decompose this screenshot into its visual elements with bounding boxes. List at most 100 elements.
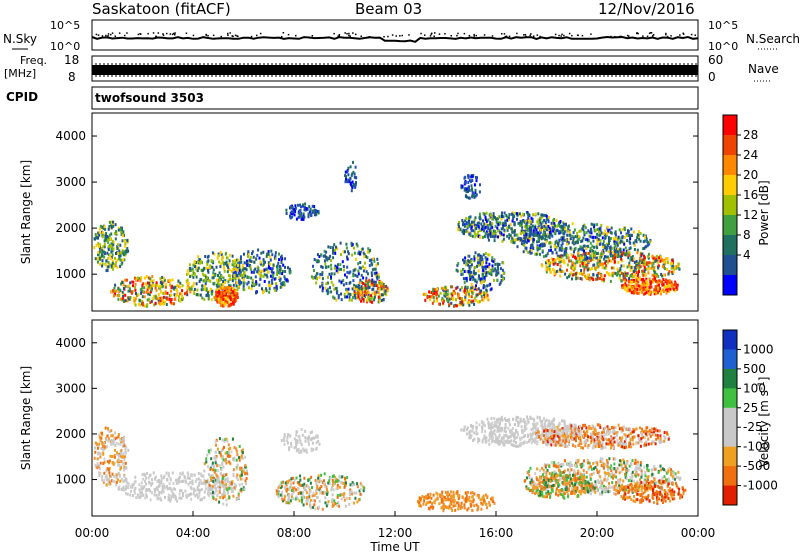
power-cell bbox=[592, 240, 594, 243]
power-cell bbox=[348, 252, 350, 255]
nsearch-dot bbox=[504, 33, 506, 35]
power-ylabel: Slant Range [km] bbox=[19, 160, 33, 264]
velocity-cell bbox=[162, 483, 164, 486]
power-cell bbox=[366, 299, 368, 302]
power-cell bbox=[138, 303, 140, 306]
power-cell bbox=[346, 295, 348, 298]
power-cell bbox=[117, 243, 119, 246]
power-cell bbox=[135, 283, 137, 286]
velocity-cell bbox=[226, 451, 228, 454]
power-cell bbox=[536, 253, 538, 256]
power-cell bbox=[602, 245, 604, 248]
velocity-cell bbox=[145, 477, 147, 480]
power-cell bbox=[488, 284, 490, 287]
power-cell bbox=[570, 260, 572, 263]
power-cell bbox=[485, 232, 487, 235]
velocity-cell bbox=[122, 455, 124, 458]
power-cell bbox=[578, 230, 580, 233]
power-cell bbox=[351, 299, 353, 302]
power-cell bbox=[554, 245, 556, 248]
power-cell bbox=[574, 229, 576, 232]
power-cell bbox=[660, 256, 662, 259]
power-cell bbox=[584, 252, 586, 255]
power-cell bbox=[219, 279, 221, 282]
velocity-cell bbox=[284, 435, 286, 438]
power-cell bbox=[371, 263, 373, 266]
power-cell bbox=[105, 264, 107, 267]
power-cell bbox=[653, 266, 655, 269]
power-cell bbox=[622, 251, 624, 254]
velocity-cell bbox=[139, 491, 141, 494]
power-cell bbox=[642, 270, 644, 273]
power-cell bbox=[272, 267, 274, 270]
power-cell bbox=[654, 288, 656, 291]
power-cell bbox=[355, 285, 357, 288]
velocity-cell bbox=[215, 490, 217, 493]
power-cell bbox=[576, 261, 578, 264]
power-cell bbox=[233, 274, 235, 277]
power-cell bbox=[652, 255, 654, 258]
power-cell bbox=[606, 247, 608, 250]
power-cell bbox=[465, 217, 467, 220]
power-cell bbox=[654, 271, 656, 274]
power-cell bbox=[189, 263, 191, 266]
nsearch-dot bbox=[350, 36, 352, 38]
power-cell bbox=[546, 227, 548, 230]
power-cell bbox=[358, 292, 360, 295]
power-cell bbox=[484, 235, 486, 238]
power-cell bbox=[201, 297, 203, 300]
power-cell bbox=[317, 259, 319, 262]
power-cell bbox=[492, 267, 494, 270]
power-cell bbox=[559, 261, 561, 264]
velocity-cell bbox=[135, 480, 137, 483]
velocity-cell bbox=[184, 490, 186, 493]
power-cell bbox=[526, 241, 528, 244]
velocity-cell bbox=[108, 471, 110, 474]
power-cell bbox=[547, 252, 549, 255]
power-cell bbox=[255, 275, 257, 278]
power-cell bbox=[153, 279, 155, 282]
power-cell bbox=[563, 259, 565, 262]
power-cell bbox=[122, 230, 124, 233]
power-cell bbox=[384, 292, 386, 295]
power-cell bbox=[101, 255, 103, 258]
velocity-cell bbox=[179, 472, 181, 475]
nsearch-dot bbox=[560, 35, 562, 37]
power-cell bbox=[352, 287, 354, 290]
nsearch-dot bbox=[621, 36, 623, 38]
velocity-cell bbox=[239, 459, 241, 462]
power-cell bbox=[362, 276, 364, 279]
power-cell bbox=[103, 251, 105, 254]
nsky-tick-top-left: 10^5 bbox=[50, 19, 80, 32]
power-cell bbox=[146, 275, 148, 278]
power-cell bbox=[567, 264, 569, 267]
velocity-cell bbox=[220, 453, 222, 456]
velocity-cell bbox=[215, 451, 217, 454]
power-cell bbox=[532, 247, 534, 250]
power-cell bbox=[349, 177, 351, 180]
power-cell bbox=[597, 259, 599, 262]
power-cell bbox=[629, 237, 631, 240]
freq-label-1: Freq. bbox=[20, 54, 47, 67]
nsearch-dot bbox=[115, 36, 117, 38]
nsearch-dot bbox=[430, 35, 432, 37]
velocity-cell bbox=[104, 458, 106, 461]
colorbar-tick-label: 4 bbox=[743, 248, 751, 262]
velocity-cell bbox=[123, 442, 125, 445]
power-cell bbox=[657, 261, 659, 264]
power-cell bbox=[243, 278, 245, 281]
power-cell bbox=[618, 241, 620, 244]
power-cell bbox=[559, 268, 561, 271]
power-cell bbox=[105, 232, 107, 235]
power-cell bbox=[638, 270, 640, 273]
power-cell bbox=[477, 222, 479, 225]
power-cell bbox=[268, 291, 270, 294]
velocity-cell bbox=[287, 442, 289, 445]
power-cell bbox=[108, 248, 110, 251]
power-cell bbox=[644, 256, 646, 259]
power-cell bbox=[106, 235, 108, 238]
power-cell bbox=[132, 281, 134, 284]
power-cell bbox=[207, 259, 209, 262]
date-label: 12/Nov/2016 bbox=[598, 0, 695, 18]
nsearch-dot bbox=[105, 35, 107, 37]
